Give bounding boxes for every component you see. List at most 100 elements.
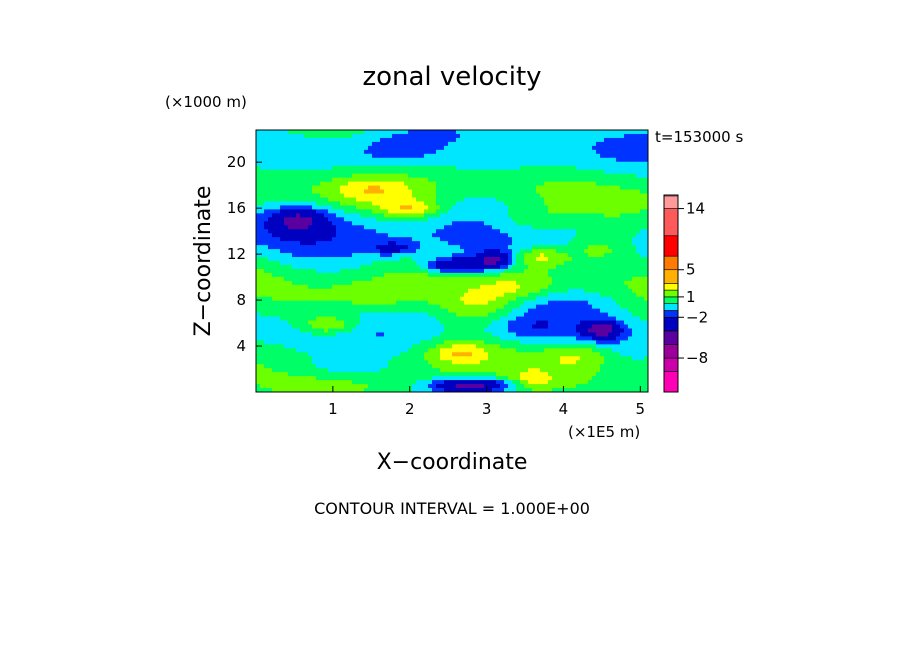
field-cell <box>304 213 309 218</box>
field-cell <box>476 189 481 195</box>
field-cell <box>568 153 573 159</box>
field-cell <box>488 288 493 294</box>
field-cell <box>436 249 441 254</box>
field-cell <box>508 312 513 318</box>
field-cell <box>508 296 513 302</box>
field-cell <box>568 193 573 199</box>
field-cell <box>356 157 361 163</box>
field-cell <box>476 130 481 135</box>
field-cell <box>408 296 413 302</box>
field-cell <box>264 245 269 250</box>
field-cell <box>396 133 401 139</box>
field-cell <box>348 253 353 258</box>
field-cell <box>276 169 281 175</box>
field-cell <box>408 272 413 278</box>
field-cell <box>300 181 305 187</box>
field-cell <box>628 169 633 175</box>
field-cell <box>312 205 317 210</box>
field-cell <box>452 193 457 199</box>
field-cell <box>304 296 309 302</box>
field-cell <box>436 237 441 242</box>
field-cell <box>468 169 473 175</box>
field-cell <box>484 145 489 151</box>
field-cell <box>620 304 625 310</box>
field-cell <box>308 149 313 155</box>
field-cell <box>480 276 485 282</box>
field-cell <box>596 189 601 195</box>
field-cell <box>612 225 617 230</box>
field-cell <box>312 284 317 290</box>
field-cell <box>400 304 405 310</box>
field-cell <box>416 276 421 282</box>
field-cell <box>504 205 509 210</box>
field-cell <box>460 233 465 238</box>
field-cell <box>564 233 569 238</box>
field-cell <box>308 261 313 266</box>
field-cell <box>520 328 525 334</box>
field-cell <box>412 328 417 334</box>
field-cell <box>644 308 648 314</box>
field-cell <box>540 320 545 326</box>
field-cell <box>376 229 381 234</box>
field-cell <box>500 308 505 314</box>
field-cell <box>588 145 593 151</box>
field-cell <box>592 233 597 238</box>
field-cell <box>272 213 277 218</box>
field-cell <box>484 249 489 254</box>
field-cell <box>572 292 577 298</box>
field-cell <box>548 308 553 314</box>
field-cell <box>536 328 541 334</box>
field-cell <box>408 292 413 298</box>
field-cell <box>312 276 317 282</box>
field-cell <box>512 165 517 171</box>
field-cell <box>412 324 417 330</box>
field-cell <box>588 225 593 230</box>
field-cell <box>544 149 549 155</box>
field-cell <box>268 280 273 286</box>
field-cell <box>296 320 301 326</box>
field-cell <box>540 141 545 147</box>
field-cell <box>416 197 421 203</box>
field-cell <box>376 149 381 155</box>
field-cell <box>568 308 573 314</box>
field-cell <box>552 181 557 187</box>
field-cell <box>304 324 309 330</box>
field-cell <box>360 137 365 143</box>
field-cell <box>356 213 361 218</box>
field-cell <box>524 209 529 214</box>
field-cell <box>388 237 393 242</box>
field-cell <box>512 261 517 266</box>
field-cell <box>604 181 609 187</box>
field-cell <box>552 185 557 191</box>
field-cell <box>464 221 469 226</box>
field-cell <box>556 197 561 203</box>
field-cell <box>592 245 597 250</box>
field-cell <box>432 249 437 254</box>
field-cell <box>272 233 277 238</box>
field-cell <box>392 213 397 218</box>
field-cell <box>300 280 305 286</box>
field-cell <box>356 233 361 238</box>
field-cell <box>528 296 533 302</box>
field-cell <box>344 141 349 147</box>
field-cell <box>312 173 317 179</box>
field-cell <box>636 197 641 203</box>
field-cell <box>460 185 465 191</box>
field-cell <box>368 288 373 294</box>
field-cell <box>564 272 569 278</box>
field-cell <box>540 245 545 250</box>
field-cell <box>368 141 373 147</box>
field-cell <box>436 280 441 286</box>
field-cell <box>356 137 361 143</box>
field-cell <box>260 141 265 147</box>
field-cell <box>592 161 597 167</box>
field-cell <box>620 213 625 218</box>
field-cell <box>568 161 573 167</box>
field-cell <box>504 221 509 226</box>
field-cell <box>556 161 561 167</box>
field-cell <box>572 157 577 163</box>
field-cell <box>348 165 353 171</box>
field-cell <box>568 264 573 270</box>
field-cell <box>568 141 573 147</box>
field-cell <box>304 225 309 230</box>
